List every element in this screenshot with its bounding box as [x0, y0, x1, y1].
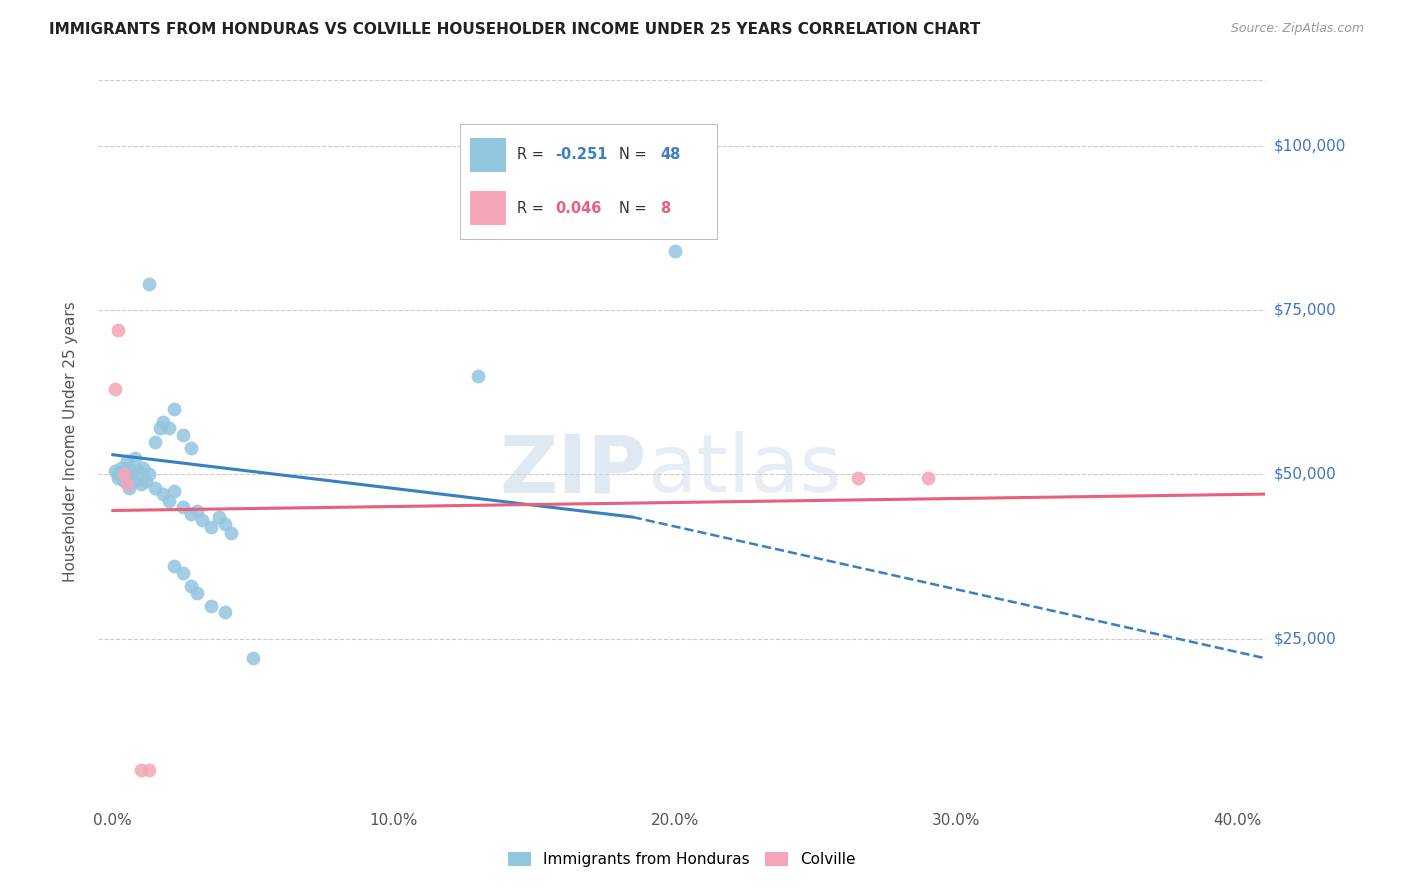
Point [180, 579, 202, 593]
Point [112, 467, 135, 482]
Point [200, 520, 222, 534]
Point [180, 441, 202, 455]
Point [124, 474, 146, 488]
Text: $25,000: $25,000 [1274, 632, 1337, 646]
Text: $100,000: $100,000 [1274, 138, 1346, 153]
Text: Source: ZipAtlas.com: Source: ZipAtlas.com [1230, 22, 1364, 36]
Text: $50,000: $50,000 [1274, 467, 1337, 482]
Point [104, 382, 127, 396]
Point [110, 460, 132, 475]
Text: ZIP: ZIP [499, 432, 647, 509]
Point [214, 605, 236, 619]
Point [115, 477, 138, 491]
Point [129, 763, 152, 777]
Text: $75,000: $75,000 [1274, 302, 1337, 318]
Point [143, 481, 166, 495]
Point [846, 471, 869, 485]
Point [172, 566, 194, 580]
Point [129, 477, 152, 491]
Point [149, 421, 172, 435]
Legend: Immigrants from Honduras, Colville: Immigrants from Honduras, Colville [501, 845, 863, 875]
Point [112, 474, 135, 488]
Point [208, 510, 231, 524]
Point [138, 467, 160, 482]
Point [917, 471, 939, 485]
Point [172, 428, 194, 442]
Point [121, 467, 143, 482]
Point [118, 460, 141, 475]
Point [124, 450, 146, 465]
Point [115, 471, 138, 485]
Point [242, 651, 264, 665]
Point [112, 464, 135, 478]
Point [163, 559, 186, 574]
Point [132, 460, 155, 475]
Point [152, 487, 174, 501]
Point [143, 434, 166, 449]
Point [180, 507, 202, 521]
Y-axis label: Householder Income Under 25 years: Householder Income Under 25 years [63, 301, 77, 582]
Point [163, 401, 186, 416]
Point [110, 467, 132, 482]
Point [163, 483, 186, 498]
Point [107, 323, 129, 337]
Point [664, 244, 686, 258]
Point [115, 454, 138, 468]
Point [127, 464, 149, 478]
Point [118, 481, 141, 495]
Point [186, 585, 208, 599]
Point [186, 503, 208, 517]
Point [200, 599, 222, 613]
Point [467, 368, 489, 383]
Point [104, 464, 127, 478]
Point [191, 513, 214, 527]
Point [138, 277, 160, 291]
Point [214, 516, 236, 531]
Point [157, 421, 180, 435]
Point [157, 493, 180, 508]
Point [219, 526, 242, 541]
Point [152, 415, 174, 429]
Point [107, 471, 129, 485]
Point [172, 500, 194, 515]
Point [138, 763, 160, 777]
Text: IMMIGRANTS FROM HONDURAS VS COLVILLE HOUSEHOLDER INCOME UNDER 25 YEARS CORRELATI: IMMIGRANTS FROM HONDURAS VS COLVILLE HOU… [49, 22, 980, 37]
Text: atlas: atlas [647, 432, 841, 509]
Point [107, 467, 129, 482]
Point [135, 474, 157, 488]
